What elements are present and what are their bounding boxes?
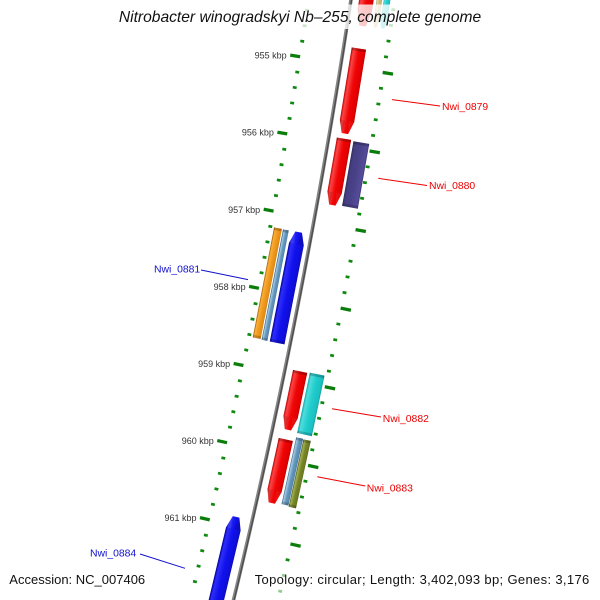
- svg-text:Nwi_0880: Nwi_0880: [429, 181, 475, 192]
- svg-text:955 kbp: 955 kbp: [255, 51, 287, 61]
- svg-text:Nwi_0884: Nwi_0884: [90, 549, 136, 560]
- svg-text:Nwi_0882: Nwi_0882: [383, 414, 429, 425]
- svg-text:Accession: NC_007406: Accession: NC_007406: [9, 572, 145, 587]
- svg-text:Nwi_0879: Nwi_0879: [442, 102, 488, 113]
- svg-text:Nwi_0883: Nwi_0883: [367, 483, 413, 494]
- svg-text:957 kbp: 957 kbp: [228, 205, 260, 215]
- svg-text:956 kbp: 956 kbp: [242, 128, 274, 138]
- svg-text:958 kbp: 958 kbp: [214, 282, 246, 292]
- svg-text:960 kbp: 960 kbp: [182, 436, 214, 446]
- svg-text:Nwi_0881: Nwi_0881: [154, 265, 200, 276]
- svg-text:Topology: circular; Length: 3,: Topology: circular; Length: 3,402,093 bp…: [255, 572, 590, 587]
- svg-text:961 kbp: 961 kbp: [164, 513, 196, 523]
- svg-text:Nitrobacter winogradskyi Nb–25: Nitrobacter winogradskyi Nb–255, complet…: [119, 9, 482, 26]
- svg-text:959 kbp: 959 kbp: [198, 359, 230, 369]
